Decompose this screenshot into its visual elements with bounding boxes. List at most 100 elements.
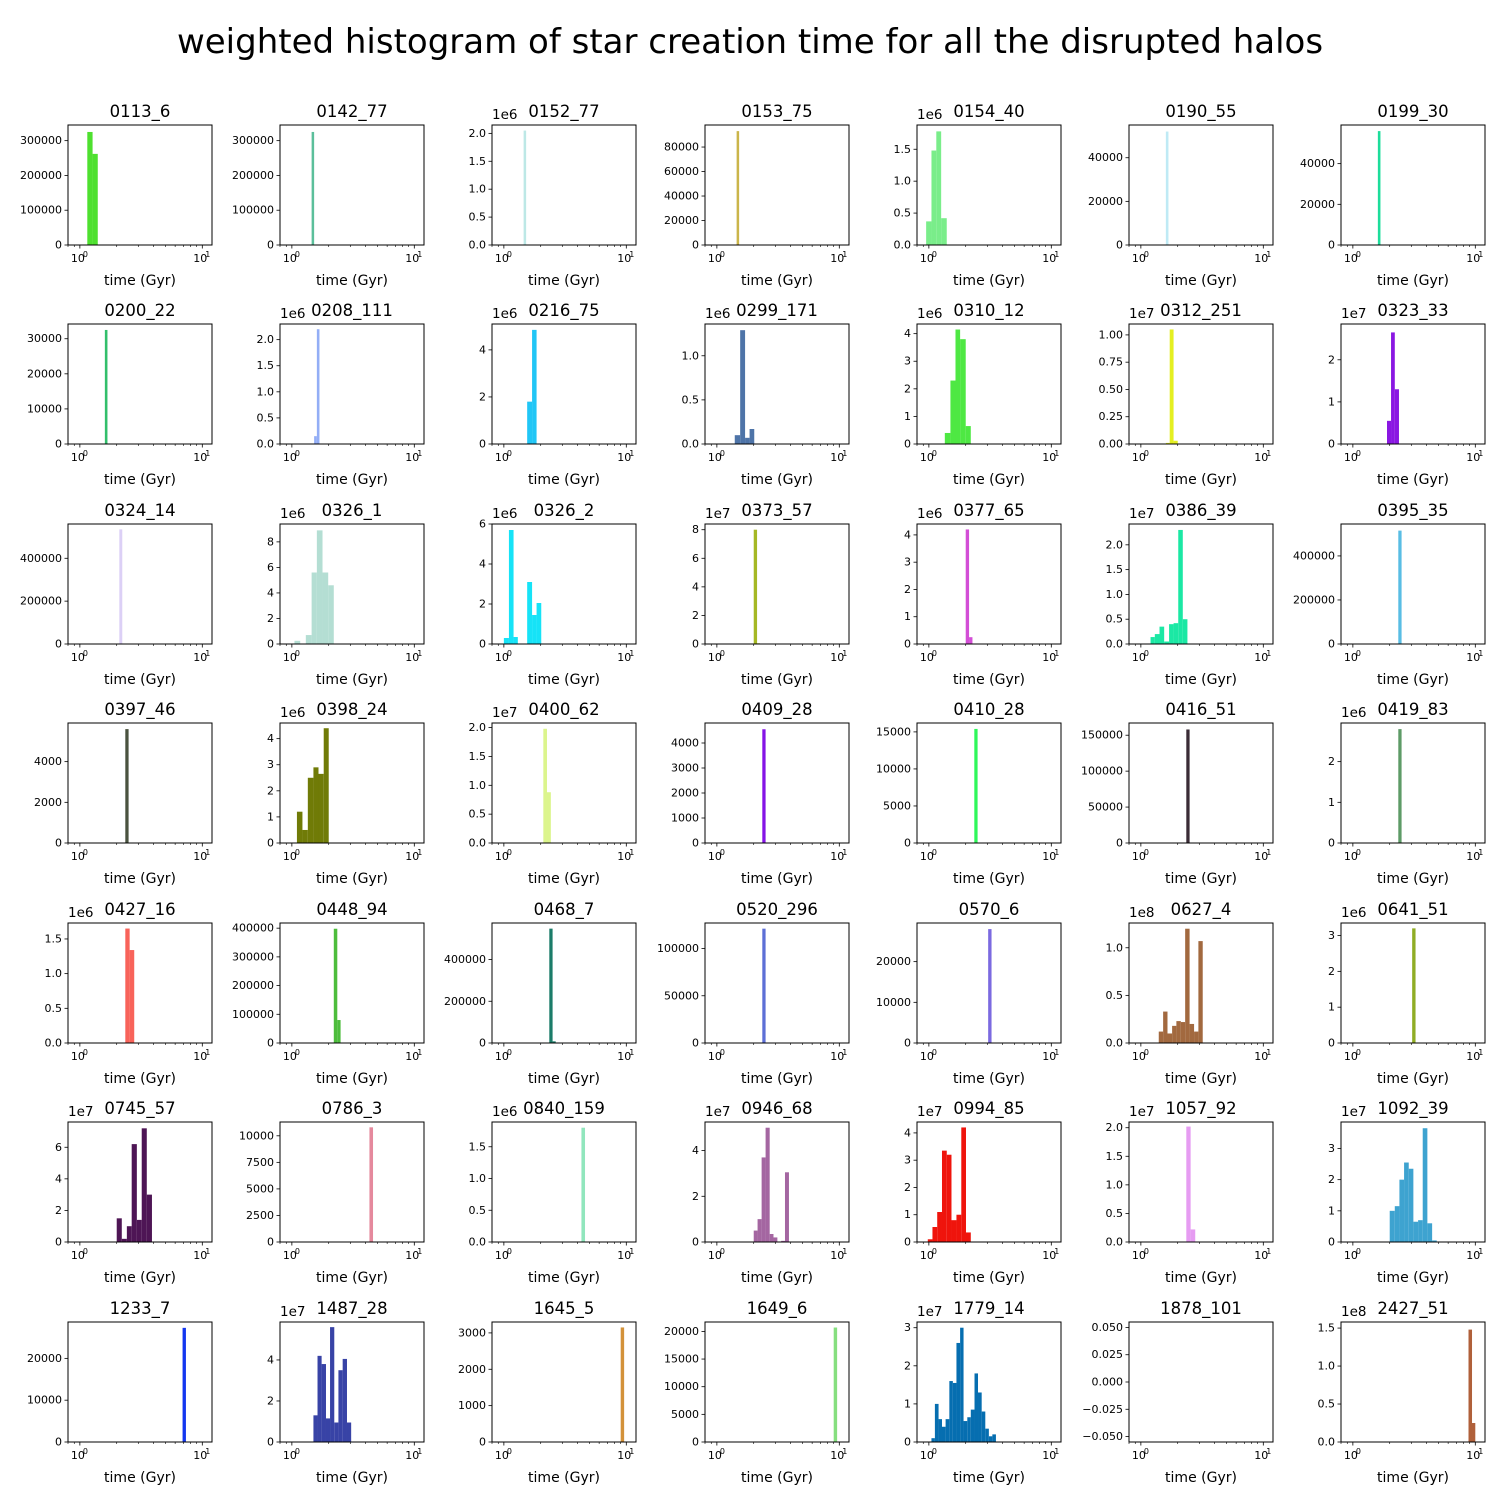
histogram-bar	[321, 1364, 326, 1442]
x-tick-label: 10	[495, 1449, 509, 1462]
x-tick-exponent: 0	[720, 1447, 725, 1456]
y-tick-label: 0	[479, 638, 486, 651]
x-tick-exponent: 0	[720, 848, 725, 857]
x-tick-exponent: 0	[1356, 449, 1361, 458]
y-tick-label: 4	[479, 558, 486, 571]
y-tick-label: 4	[267, 732, 274, 745]
subplot-title: 0310_12	[953, 301, 1024, 321]
x-tick-label: 10	[71, 651, 85, 664]
histogram-bar	[1189, 1023, 1195, 1043]
x-tick-label: 10	[1254, 1449, 1268, 1462]
y-tick-label: 2	[479, 390, 486, 403]
histogram-bar	[762, 729, 766, 843]
subplot-title: 0199_30	[1377, 102, 1448, 122]
histogram-bar	[757, 1219, 762, 1242]
axes-frame	[491, 323, 637, 445]
x-tick-exponent: 0	[932, 250, 937, 259]
y-offset-label: 1e7	[492, 705, 517, 721]
x-tick-exponent: 1	[1054, 1447, 1059, 1456]
y-offset-label: 1e6	[917, 107, 942, 123]
histogram-bar	[87, 131, 93, 245]
histogram-bar	[765, 1127, 770, 1242]
subplot-title: 1487_28	[316, 1299, 387, 1319]
y-tick-label: 20000	[876, 955, 911, 968]
histogram-bar	[978, 1392, 982, 1442]
x-tick-exponent: 0	[932, 1447, 937, 1456]
histogram-bar	[1398, 729, 1402, 843]
x-axis-label: time (Gyr)	[741, 1071, 813, 1087]
x-tick-exponent: 0	[1356, 649, 1361, 658]
y-tick-label: 2	[904, 583, 911, 596]
y-offset-label: 1e6	[492, 107, 517, 123]
subplot-title: 0840_159	[523, 1099, 605, 1119]
histogram-bar	[1180, 1022, 1186, 1043]
x-tick-label: 10	[283, 1249, 297, 1262]
subplot-title: 0323_33	[1377, 301, 1448, 321]
y-tick-label: 0.0	[469, 837, 487, 850]
y-tick-label: 0.0	[682, 438, 700, 451]
y-tick-label: 0	[267, 638, 274, 651]
histogram-bar	[938, 1419, 942, 1442]
y-tick-label: 2	[692, 609, 699, 622]
axes-frame	[1340, 124, 1486, 246]
x-tick-exponent: 0	[83, 1247, 88, 1256]
x-tick-label: 10	[405, 850, 419, 863]
histogram-bar	[992, 1434, 996, 1442]
x-axis-label: time (Gyr)	[104, 1071, 176, 1087]
histogram-bar	[342, 1358, 347, 1442]
x-tick-label: 10	[1042, 1050, 1056, 1063]
histogram-bar	[322, 572, 329, 644]
y-tick-label: 0	[1116, 837, 1123, 850]
y-tick-label: 10000	[27, 402, 62, 415]
subplot-title: 0152_77	[528, 102, 599, 122]
x-tick-label: 10	[1132, 451, 1146, 464]
axes-frame	[279, 1121, 425, 1243]
axes-frame	[279, 323, 425, 445]
histogram-bar	[974, 728, 978, 843]
y-tick-label: 20000	[1088, 195, 1123, 208]
y-tick-label: 2000	[458, 1363, 486, 1376]
x-axis-label: time (Gyr)	[953, 472, 1025, 488]
y-offset-label: 1e7	[917, 1304, 942, 1320]
x-tick-label: 10	[1132, 1449, 1146, 1462]
histogram-bar	[955, 329, 961, 444]
y-tick-label: 1.0	[45, 967, 63, 980]
y-tick-label: 0	[55, 837, 62, 850]
y-tick-label: 7500	[246, 1156, 274, 1169]
subplot-title: 1092_39	[1377, 1099, 1448, 1119]
y-tick-label: 1	[904, 1397, 911, 1410]
y-tick-label: 2	[904, 1181, 911, 1194]
histogram-bar	[1412, 928, 1416, 1043]
histogram-bar	[781, 1240, 785, 1242]
x-tick-label: 10	[1042, 451, 1056, 464]
x-axis-label: time (Gyr)	[953, 1270, 1025, 1286]
y-tick-label: 0.5	[1106, 989, 1124, 1002]
y-tick-label: 0	[1328, 1037, 1335, 1050]
histogram-bar	[936, 131, 942, 245]
y-offset-label: 1e6	[492, 1104, 517, 1120]
histogram-bar	[960, 1327, 964, 1442]
x-tick-exponent: 1	[842, 1048, 847, 1057]
y-tick-label: 6	[55, 1141, 62, 1154]
x-tick-exponent: 0	[295, 649, 300, 658]
subplot-title: 1779_14	[953, 1299, 1024, 1319]
x-tick-exponent: 0	[507, 1447, 512, 1456]
y-tick-label: 150000	[1081, 729, 1123, 742]
subplot-title: 0994_85	[953, 1099, 1024, 1119]
axes-frame	[491, 922, 637, 1044]
y-offset-label: 1e8	[1341, 1304, 1366, 1320]
x-axis-label: time (Gyr)	[741, 871, 813, 887]
x-axis-label: time (Gyr)	[1165, 1270, 1237, 1286]
y-tick-label: 2.0	[1106, 1121, 1124, 1134]
x-tick-label: 10	[1466, 1249, 1480, 1262]
histogram-bar	[1394, 389, 1399, 444]
axes-frame	[1340, 1121, 1486, 1243]
y-tick-label: 1.0	[257, 385, 275, 398]
x-axis-label: time (Gyr)	[528, 273, 600, 289]
